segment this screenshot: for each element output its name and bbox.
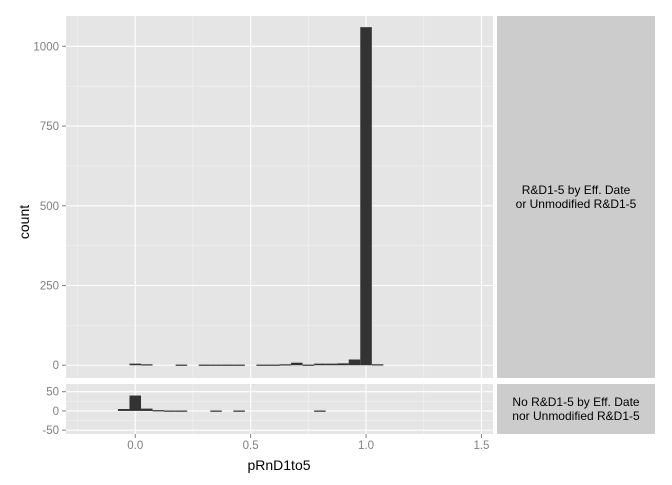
y-tick-label: 0 — [53, 360, 59, 372]
histogram-bar — [279, 364, 292, 366]
y-tick-label: 500 — [40, 201, 59, 213]
x-axis: 0.0 0.5 1.0 1.5 — [127, 434, 489, 452]
histogram-bar — [198, 364, 211, 366]
histogram-bar — [141, 408, 153, 411]
y-tick-label: 1000 — [33, 41, 59, 53]
histogram-bar — [291, 362, 303, 366]
histogram-bar — [233, 364, 245, 366]
histogram-bar — [314, 363, 326, 366]
histogram-bar — [152, 410, 165, 412]
y-tick-label: 250 — [40, 281, 59, 293]
histogram-bar — [210, 410, 222, 412]
histogram-bar — [221, 364, 234, 366]
histogram-bar — [256, 364, 268, 366]
panel-background — [66, 16, 493, 378]
histogram-bar — [233, 410, 245, 412]
x-tick-label: 1.5 — [473, 440, 489, 452]
y-tick-label: 0 — [53, 406, 59, 418]
x-tick-label: 0.0 — [127, 440, 143, 452]
facet-strip-label: or Unmodified R&D1-5 — [516, 197, 637, 211]
histogram-bar — [164, 410, 176, 412]
facet-strip-label: No R&D1-5 by Eff. Date — [512, 395, 639, 409]
histogram-bar — [348, 359, 361, 366]
histogram-bar — [129, 395, 142, 411]
histogram-bar — [371, 364, 384, 366]
histogram-bar — [129, 363, 142, 366]
facet-strip-label: R&D1-5 by Eff. Date — [522, 183, 631, 197]
x-tick-label: 1.0 — [358, 440, 374, 452]
facet-strip-label: nor Unmodified R&D1-5 — [512, 409, 640, 423]
y-tick-label: 750 — [40, 121, 59, 133]
histogram-bar — [175, 410, 188, 412]
histogram-bar — [325, 363, 338, 366]
histogram-bar — [337, 363, 349, 366]
histogram-bar — [314, 410, 326, 412]
facet-strip — [497, 384, 655, 434]
histogram-bar — [360, 27, 372, 366]
histogram-bar — [141, 364, 153, 366]
histogram-bar — [175, 364, 188, 366]
histogram-bar — [210, 364, 222, 366]
x-tick-label: 0.5 — [243, 440, 259, 452]
y-axis-title: count — [16, 205, 32, 239]
histogram-bar — [302, 364, 315, 366]
histogram-bar — [117, 409, 130, 411]
histogram-bar — [267, 364, 280, 366]
facet-strip — [497, 16, 655, 378]
y-tick-label: -50 — [42, 425, 59, 437]
y-tick-label: 50 — [46, 387, 59, 399]
x-axis-title: pRnD1to5 — [247, 457, 310, 473]
